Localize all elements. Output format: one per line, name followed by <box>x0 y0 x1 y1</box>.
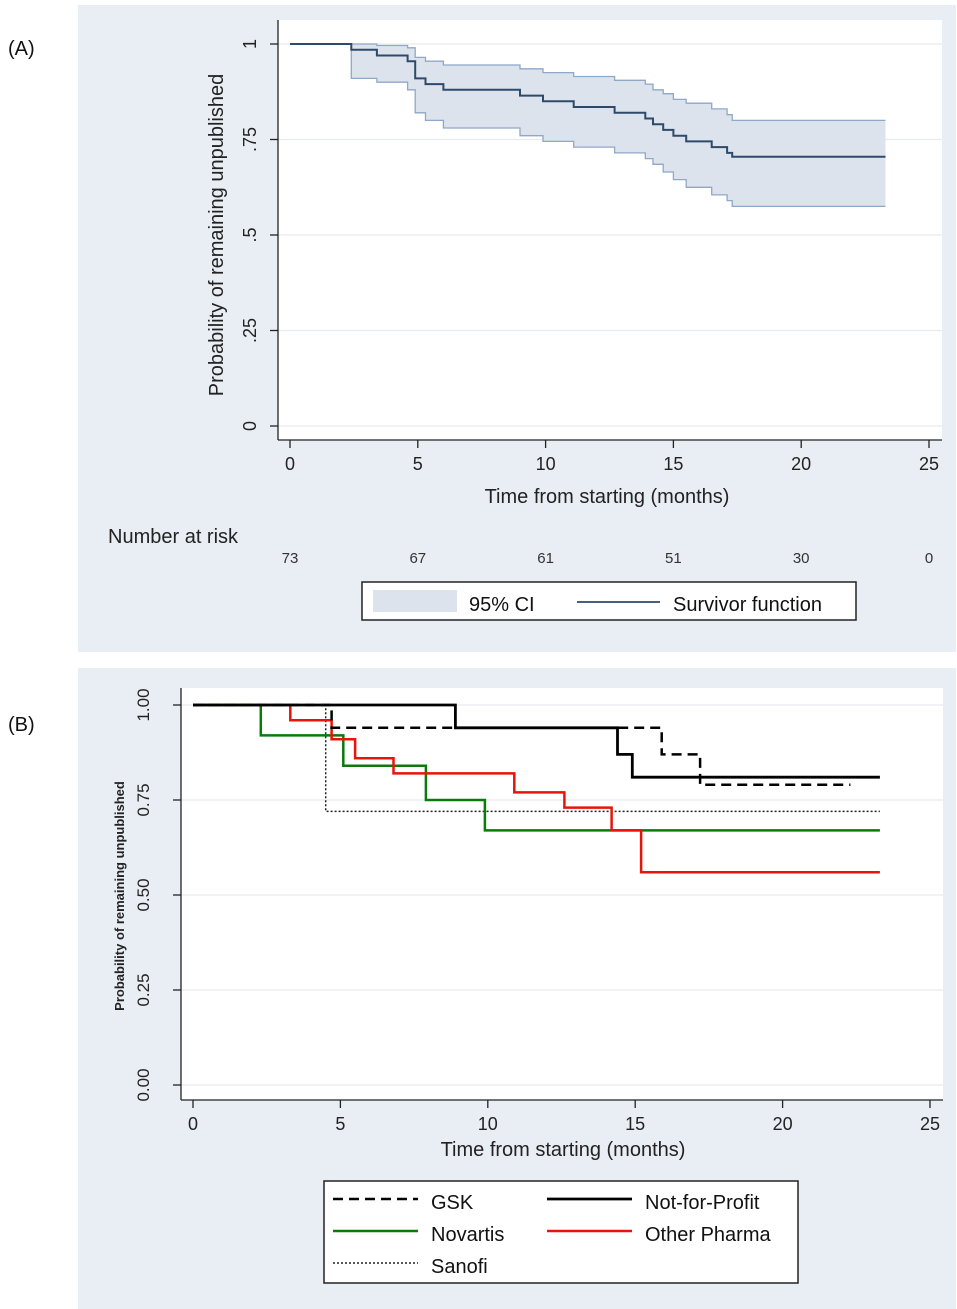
survivor-function-line <box>290 43 886 158</box>
legend-ci-swatch <box>373 590 457 612</box>
legend-survivor-label: Survivor function <box>673 594 822 616</box>
number-at-risk-value-4: 30 <box>793 550 810 567</box>
panel-b-y-tick-label-3: 0.75 <box>134 783 153 816</box>
panel-a-x-tick-label-4: 20 <box>791 454 811 474</box>
number-at-risk-value-0: 73 <box>282 550 299 567</box>
number-at-risk-value-5: 0 <box>925 550 933 567</box>
panel-b-plot-area <box>181 688 943 1100</box>
series-not-for-profit-line <box>193 703 880 779</box>
panel-b-chart: 0 5 10 15 20 25 0.00 0.25 0.50 0.75 1.00 <box>134 688 943 1134</box>
panel-b-x-axis-title: Time from starting (months) <box>441 1139 686 1161</box>
panel-b-x-tick-label-0: 0 <box>188 1114 198 1134</box>
legend-gsk-label: GSK <box>431 1192 474 1214</box>
legend-novartis-label: Novartis <box>431 1224 504 1246</box>
number-at-risk-value-1: 67 <box>409 550 426 567</box>
panel-b-x-tick-label-5: 25 <box>920 1114 940 1134</box>
panel-a-y-tick-label-2: .5 <box>240 227 260 242</box>
number-at-risk-value-3: 51 <box>665 550 682 567</box>
series-gsk-line <box>193 703 851 787</box>
panel-a-y-tick-label-3: .75 <box>240 127 260 152</box>
panel-a-y-tick-label-1: .25 <box>240 318 260 343</box>
panel-a-chart: 0 5 10 15 20 25 0 .25 .5 .75 1 73 67 61 51 30 0 <box>240 20 942 567</box>
number-at-risk-value-2: 61 <box>537 550 554 567</box>
legend-sanofi-label: Sanofi <box>431 1256 488 1278</box>
panel-b-x-tick-label-2: 10 <box>478 1114 498 1134</box>
panel-a-x-tick-label-0: 0 <box>285 454 295 474</box>
panel-b-x-tick-label-4: 20 <box>773 1114 793 1134</box>
panel-a-x-axis-title: Time from starting (months) <box>485 486 730 508</box>
ci-upper-edge <box>290 43 886 122</box>
panel-b-y-tick-label-4: 1.00 <box>134 688 153 721</box>
number-at-risk-label: Number at risk <box>108 526 239 548</box>
series-other-pharma-line <box>193 703 880 874</box>
panel-b-x-tick-label-1: 5 <box>335 1114 345 1134</box>
series-novartis-line <box>193 703 880 832</box>
panel-b-x-tick-label-3: 15 <box>625 1114 645 1134</box>
panel-a-y-tick-label-0: 0 <box>240 421 260 431</box>
panel-a-x-tick-label-5: 25 <box>919 454 939 474</box>
panel-b-y-tick-label-2: 0.50 <box>134 878 153 911</box>
panel-a-y-tick-label-4: 1 <box>240 39 260 49</box>
panel-b-y-tick-label-1: 0.25 <box>134 973 153 1006</box>
panel-a-x-tick-label-1: 5 <box>413 454 423 474</box>
panel-label-a: (A) <box>8 38 35 60</box>
legend-ci-label: 95% CI <box>469 594 535 616</box>
panel-a-y-axis-title: Probability of remaining unpublished <box>206 74 228 396</box>
panel-b-y-tick-label-0: 0.00 <box>134 1068 153 1101</box>
ci-lower-edge <box>290 43 886 208</box>
panel-a-x-tick-label-3: 15 <box>663 454 683 474</box>
panel-label-b: (B) <box>8 714 35 736</box>
series-sanofi-line <box>193 704 880 813</box>
panel-a-x-tick-label-2: 10 <box>536 454 556 474</box>
panel-b-y-axis-title: Probability of remaining unpublished <box>112 781 127 1011</box>
legend-other-pharma-label: Other Pharma <box>645 1224 771 1246</box>
legend-nfp-label: Not-for-Profit <box>645 1192 760 1214</box>
